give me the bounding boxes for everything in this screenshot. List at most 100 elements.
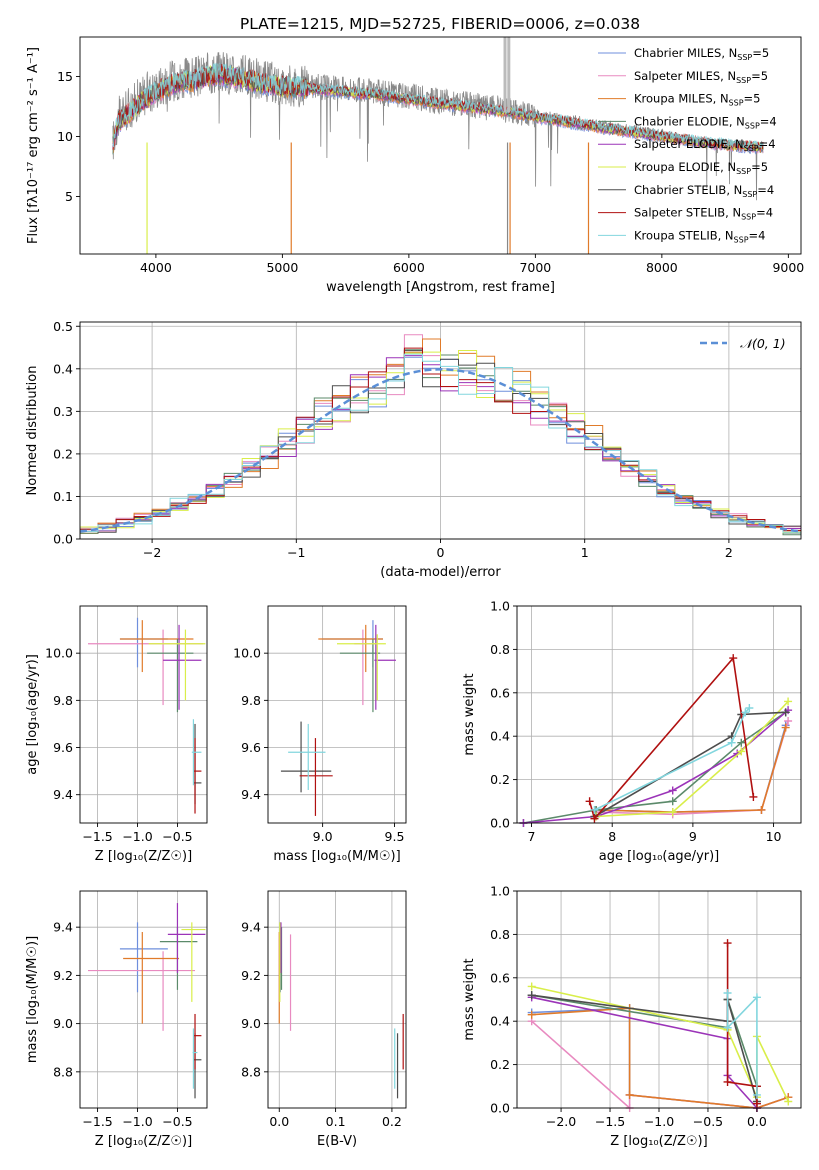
y-tick-label: 5 bbox=[65, 189, 73, 204]
x-tick-label: −0.5 bbox=[162, 1114, 192, 1129]
legend-entry: Kroupa STELIB, NSSP=4 bbox=[634, 228, 765, 244]
legend-entry: Salpeter ELODIE, NSSP=4 bbox=[634, 137, 776, 153]
spectrum-panel: 4000 5000 6000 7000 8000 9000 5 10 15 wavelength … bbox=[26, 36, 804, 295]
y-tick-label: 10.0 bbox=[45, 646, 73, 661]
mass_vs_Z-frame bbox=[79, 890, 208, 1109]
errorbar-point bbox=[119, 617, 168, 668]
y-tick-label: 9.6 bbox=[53, 740, 73, 755]
x-tick-label: 4000 bbox=[140, 260, 172, 275]
y-axis-label: mass [log₁₀(M/M☉)] bbox=[25, 936, 40, 1063]
y-tick-label: 1.0 bbox=[490, 599, 510, 614]
model-spectrum-kroupa-stelib bbox=[112, 62, 764, 150]
x-tick-label: −1.0 bbox=[122, 1114, 152, 1129]
weight-line-chabrier-miles bbox=[531, 1007, 789, 1109]
x-tick-label: 8 bbox=[608, 829, 616, 844]
weight-marker bbox=[668, 808, 677, 817]
y-tick-label: 0.0 bbox=[490, 1101, 510, 1116]
y-tick-label: 0.2 bbox=[53, 446, 73, 461]
x-axis-label: (data-model)/error bbox=[380, 565, 501, 580]
weight-vs-age-panel: 7 8 9 10 0.0 0.2 0.4 0.6 0.8 1.0 age [log₁₀(age/yr… bbox=[462, 599, 802, 864]
y-tick-label: 0.4 bbox=[490, 729, 510, 744]
y-tick-label: 1.0 bbox=[490, 884, 510, 899]
x-tick-label: 9 bbox=[689, 829, 697, 844]
y-tick-label: 9.0 bbox=[53, 1016, 73, 1031]
x-tick-label: 5000 bbox=[266, 260, 298, 275]
errorbar-point bbox=[119, 620, 194, 673]
y-tick-label: 9.6 bbox=[241, 740, 261, 755]
errorbar-point bbox=[192, 1028, 198, 1089]
weight-marker bbox=[527, 982, 536, 991]
x-axis-label: mass [log₁₀(M/M☉)] bbox=[273, 849, 400, 864]
weight-marker bbox=[784, 717, 793, 726]
x-axis-label: Z [log₁₀(Z/Z☉)] bbox=[95, 1134, 192, 1149]
y-axis-label: mass weight bbox=[462, 673, 477, 755]
weight-marker bbox=[527, 991, 536, 1000]
x-tick-label: 0 bbox=[437, 545, 445, 560]
x-tick-label: 0.0 bbox=[747, 1114, 767, 1129]
x-tick-label: 7 bbox=[528, 829, 536, 844]
weight-marker bbox=[741, 708, 750, 717]
x-tick-label: −1 bbox=[287, 545, 305, 560]
weight-marker bbox=[625, 1090, 634, 1099]
weight-marker bbox=[729, 654, 738, 663]
x-tick-label: 9.0 bbox=[313, 829, 333, 844]
y-tick-label: 0.2 bbox=[490, 772, 510, 787]
y-tick-label: 0.0 bbox=[490, 816, 510, 831]
y-tick-label: 8.8 bbox=[53, 1064, 73, 1079]
gaussian-curve bbox=[79, 368, 802, 533]
errorbar-point bbox=[193, 738, 202, 814]
x-tick-label: 9.5 bbox=[385, 829, 405, 844]
y-tick-label: 0.4 bbox=[53, 361, 73, 376]
weight-marker bbox=[527, 1010, 536, 1019]
weight_vs_age-frame bbox=[516, 605, 802, 824]
y-tick-label: 0.1 bbox=[53, 489, 73, 504]
x-tick-label: −1.0 bbox=[644, 1114, 674, 1129]
weight-marker bbox=[784, 1097, 793, 1106]
y-tick-label: 9.4 bbox=[53, 787, 73, 802]
mass_vs_ebv-frame bbox=[267, 890, 407, 1109]
weight-marker bbox=[723, 1023, 732, 1032]
age_vs_Z-frame bbox=[79, 605, 208, 824]
weight-line-chabrier-elodie bbox=[523, 711, 787, 824]
y-tick-label: 0.6 bbox=[490, 970, 510, 985]
y-tick-label: 9.4 bbox=[241, 920, 261, 935]
weight-marker bbox=[668, 786, 677, 795]
errorbar-point bbox=[288, 723, 326, 790]
y-tick-label: 9.4 bbox=[241, 787, 261, 802]
weight-line-chabrier-stelib bbox=[594, 711, 786, 818]
y-tick-label: 0.2 bbox=[490, 1057, 510, 1072]
y-tick-label: 9.2 bbox=[241, 968, 261, 983]
x-tick-label: 0.0 bbox=[269, 1114, 289, 1129]
age-vs-Z-panel: −1.5 −1.0 −0.5 9.4 9.6 9.8 10.0 Z [log₁₀(Z/Z☉)]… bbox=[25, 605, 208, 864]
mass_vs_ebv-grid bbox=[268, 891, 406, 1108]
y-tick-label: 9.0 bbox=[241, 1016, 261, 1031]
mass-vs-Z-panel: −1.5 −1.0 −0.5 8.8 9.0 9.2 9.4 Z [log₁₀(Z/Z☉)] m… bbox=[25, 890, 208, 1149]
errorbar-point bbox=[318, 624, 383, 673]
x-tick-label: 10 bbox=[766, 829, 782, 844]
weight-marker bbox=[752, 993, 761, 1002]
errorbar-point bbox=[119, 922, 168, 993]
weight-marker bbox=[781, 723, 790, 732]
weight-marker bbox=[585, 797, 594, 806]
weight-marker bbox=[737, 747, 746, 756]
x-tick-label: −1.5 bbox=[82, 829, 112, 844]
x-axis-label: age [log₁₀(age/yr)] bbox=[599, 849, 720, 864]
errorbar-point bbox=[337, 634, 386, 701]
weight-line-kroupa-stelib bbox=[726, 993, 758, 1095]
errorbar-point bbox=[193, 1013, 202, 1070]
errorbar-point bbox=[191, 719, 202, 786]
legend-entry: 𝒩(0, 1) bbox=[740, 336, 786, 351]
errorbar-point bbox=[339, 639, 381, 713]
errorbar-point bbox=[123, 931, 180, 1024]
weight-line-kroupa-miles bbox=[596, 727, 787, 813]
weight-marker bbox=[784, 697, 793, 706]
y-tick-label: 0.4 bbox=[490, 1014, 510, 1029]
x-axis-label: wavelength [Angstrom, rest frame] bbox=[326, 280, 555, 295]
spectrum-legend: Chabrier MILES, NSSP=5 Salpeter MILES, NS… bbox=[598, 46, 777, 244]
y-axis-label: Flux [fλ10⁻¹⁷ erg cm⁻² s⁻¹ A⁻¹] bbox=[26, 47, 41, 244]
y-tick-label: 9.8 bbox=[241, 693, 261, 708]
x-tick-label: −0.5 bbox=[693, 1114, 723, 1129]
figure-title: PLATE=1215, MJD=52725, FIBERID=0006, z=0… bbox=[240, 15, 640, 33]
x-tick-label: −2 bbox=[143, 545, 161, 560]
